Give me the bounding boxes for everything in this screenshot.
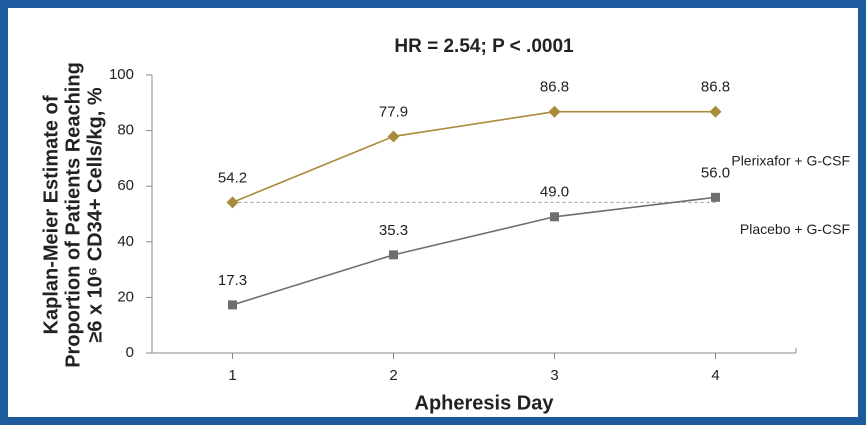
series-line bbox=[232, 196, 716, 306]
data-label: 56.0 bbox=[701, 164, 730, 181]
data-label: 54.2 bbox=[218, 169, 247, 186]
series-label: Placebo + G-CSF bbox=[740, 221, 850, 237]
y-axis-label-line: ≥6 x 10⁶ CD34+ Cells/kg, % bbox=[84, 87, 106, 343]
marker bbox=[389, 250, 398, 260]
y-tick-label: 20 bbox=[117, 288, 134, 305]
y-tick-label: 0 bbox=[126, 344, 134, 361]
x-tick-label: 4 bbox=[711, 367, 719, 384]
chart-title: HR = 2.54; P < .0001 bbox=[394, 36, 574, 57]
y-tick-label: 80 bbox=[117, 122, 134, 139]
data-label: 77.9 bbox=[379, 103, 408, 120]
x-tick-label: 1 bbox=[228, 367, 236, 384]
y-tick-label: 100 bbox=[109, 66, 134, 83]
marker bbox=[387, 130, 400, 143]
plot-background bbox=[8, 8, 858, 417]
data-label: 86.8 bbox=[540, 79, 569, 96]
y-axis-label: Kaplan-Meier Estimate of Proportion of P… bbox=[40, 62, 106, 368]
marker bbox=[548, 105, 561, 118]
data-label: 86.8 bbox=[701, 79, 730, 96]
y-axis-label-line: Proportion of Patients Reaching bbox=[62, 62, 84, 368]
marker bbox=[709, 105, 722, 118]
data-label: 35.3 bbox=[379, 222, 408, 239]
data-label: 17.3 bbox=[218, 272, 247, 289]
data-label: 49.0 bbox=[540, 184, 569, 201]
marker bbox=[550, 212, 559, 222]
marker bbox=[711, 192, 720, 202]
marker bbox=[226, 196, 239, 209]
series-label: Plerixafor + G-CSF bbox=[731, 152, 850, 168]
y-tick-label: 60 bbox=[117, 177, 134, 194]
y-tick-label: 40 bbox=[117, 233, 134, 250]
y-axis-label-line: Kaplan-Meier Estimate of bbox=[40, 95, 62, 334]
series-line bbox=[232, 110, 716, 204]
x-tick-label: 3 bbox=[550, 367, 558, 384]
x-axis-label: Apheresis Day bbox=[415, 392, 555, 414]
x-tick-label: 2 bbox=[389, 367, 397, 384]
marker bbox=[228, 300, 237, 310]
